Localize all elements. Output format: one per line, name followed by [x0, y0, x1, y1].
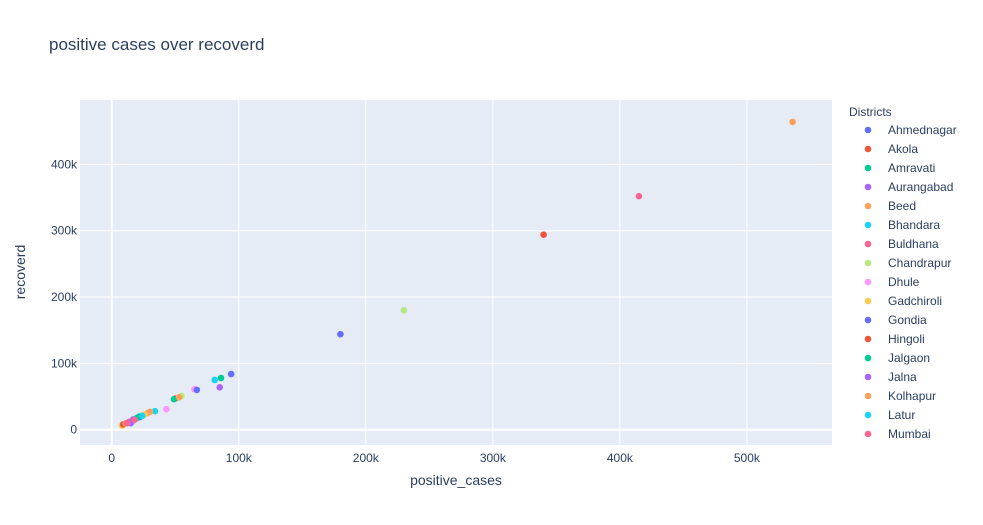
- data-point: [138, 412, 146, 420]
- data-point: [146, 408, 154, 416]
- legend-label: Bhandara: [888, 218, 940, 232]
- x-tick-label: 400k: [607, 451, 634, 465]
- data-point: [227, 370, 235, 378]
- legend-marker: [864, 335, 872, 343]
- legend-marker: [864, 430, 872, 438]
- legend-label: Amravati: [888, 161, 935, 175]
- legend-marker: [864, 145, 872, 153]
- y-tick-label: 200k: [51, 290, 78, 304]
- legend-label: Gondia: [888, 313, 927, 327]
- legend-label: Dhule: [888, 275, 920, 289]
- x-tick-label: 300k: [480, 451, 507, 465]
- y-tick-label: 300k: [51, 224, 78, 238]
- data-point: [175, 393, 183, 401]
- data-point: [216, 383, 224, 391]
- legend-items: Ahmednagar Akola Amravati Aurangabad Beed Bha…: [864, 123, 957, 441]
- y-tick-label: 100k: [51, 356, 78, 370]
- plot-background: [80, 100, 832, 445]
- data-point: [635, 192, 643, 200]
- legend-marker: [864, 297, 872, 305]
- legend-marker: [864, 392, 872, 400]
- data-points: [118, 118, 796, 429]
- data-point: [337, 330, 344, 338]
- legend-label: Ahmednagar: [888, 123, 957, 137]
- legend-label: Kolhapur: [888, 389, 936, 403]
- legend-marker: [864, 240, 872, 248]
- y-tick-labels: 0 100k 200k 300k 400k: [51, 157, 78, 436]
- legend-label: Buldhana: [888, 237, 939, 251]
- data-point: [151, 407, 159, 415]
- y-axis-title: recoverd: [12, 245, 28, 299]
- grid-lines: [80, 100, 832, 445]
- legend-marker: [864, 126, 872, 134]
- legend-marker: [864, 278, 872, 286]
- legend-label: Jalna: [888, 370, 917, 384]
- x-tick-label: 200k: [353, 451, 380, 465]
- legend-marker: [864, 259, 872, 267]
- legend-label: Chandrapur: [888, 256, 951, 270]
- chart-title: positive cases over recoverd: [49, 35, 264, 54]
- legend-label: Mumbai: [888, 427, 931, 441]
- x-tick-labels: 0 100k 200k 300k 400k 500k: [108, 451, 760, 465]
- legend-label: Akola: [888, 142, 918, 156]
- data-point: [400, 307, 408, 314]
- data-point: [193, 386, 201, 394]
- legend-title: Districts: [849, 105, 892, 119]
- legend-marker: [864, 221, 872, 229]
- legend-label: Aurangabad: [888, 180, 953, 194]
- legend-marker: [864, 164, 872, 172]
- legend-label: Gadchiroli: [888, 294, 942, 308]
- legend-label: Latur: [888, 408, 915, 422]
- data-point: [217, 374, 225, 382]
- data-point: [131, 416, 138, 424]
- y-tick-label: 400k: [51, 157, 78, 171]
- x-tick-label: 500k: [734, 451, 761, 465]
- legend-marker: [864, 354, 872, 362]
- x-axis-title: positive_cases: [410, 472, 502, 488]
- legend-marker: [864, 316, 872, 324]
- legend-label: Jalgaon: [888, 351, 930, 365]
- data-point: [163, 405, 170, 413]
- y-tick-label: 0: [70, 423, 77, 437]
- legend-marker: [864, 183, 872, 191]
- legend-label: Hingoli: [888, 332, 925, 346]
- x-tick-label: 0: [108, 451, 115, 465]
- data-point: [789, 118, 796, 126]
- data-point: [211, 376, 218, 384]
- legend-marker: [864, 373, 872, 381]
- data-point: [170, 395, 178, 403]
- x-tick-label: 100k: [226, 451, 253, 465]
- legend-marker: [864, 411, 872, 419]
- legend-label: Beed: [888, 199, 916, 213]
- data-point: [123, 419, 131, 427]
- data-point: [540, 231, 547, 238]
- legend-marker: [864, 202, 872, 210]
- legend: Districts Ahmednagar Akola Amravati Auranga…: [849, 105, 957, 441]
